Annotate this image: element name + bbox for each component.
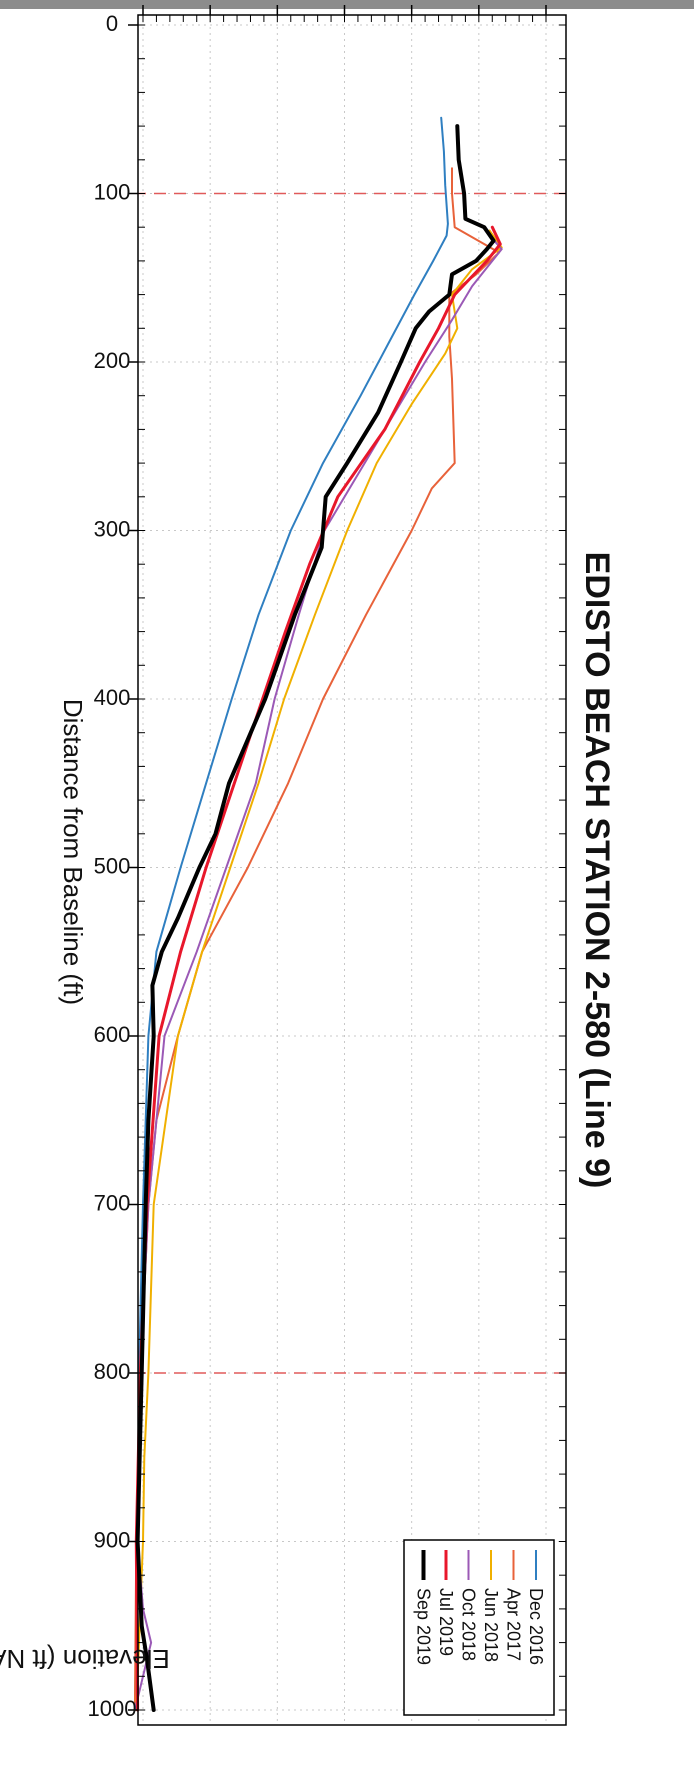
series-line: [133, 167, 500, 1711]
axis-ticks: 01002003004005006007008009001000-15-10-5…: [88, 5, 566, 1721]
y-axis-label: Elevation (ft NAVD): [0, 1644, 170, 1674]
series-lines: [133, 116, 503, 1712]
legend-label: Jul 2019: [436, 1588, 456, 1656]
x-tick-label: 100: [94, 179, 131, 204]
x-axis-label: Distance from Baseline (ft): [58, 699, 88, 1005]
legend-box: [403, 1539, 555, 1716]
legend-label: Apr 2017: [504, 1588, 524, 1661]
x-tick-label: 200: [94, 348, 131, 373]
series-line: [133, 234, 503, 1711]
top-bar: [0, 0, 694, 9]
series-line: [135, 124, 496, 1712]
series-line: [133, 116, 449, 1711]
x-tick-label: 400: [94, 685, 131, 710]
chart-title: EDISTO BEACH STATION 2-580 (Line 9): [578, 552, 616, 1189]
x-tick-label: 700: [94, 1190, 131, 1215]
x-tick-label: 500: [94, 853, 131, 878]
legend-label: Jun 2018: [481, 1588, 501, 1662]
x-tick-label: 300: [94, 516, 131, 541]
x-tick-label: 800: [94, 1359, 131, 1384]
grid: [138, 15, 566, 1725]
legend-label: Dec 2016: [526, 1588, 546, 1665]
series-line: [135, 229, 503, 1711]
plot-frame: [137, 14, 567, 1726]
x-tick-label: 0: [106, 11, 118, 36]
legend-label: Sep 2019: [414, 1588, 434, 1665]
reference-lines: [138, 192, 566, 1374]
x-tick-label: 900: [94, 1527, 131, 1552]
x-tick-label: 1000: [88, 1696, 137, 1721]
x-tick-label: 600: [94, 1022, 131, 1047]
legend-label: Oct 2018: [459, 1588, 479, 1661]
